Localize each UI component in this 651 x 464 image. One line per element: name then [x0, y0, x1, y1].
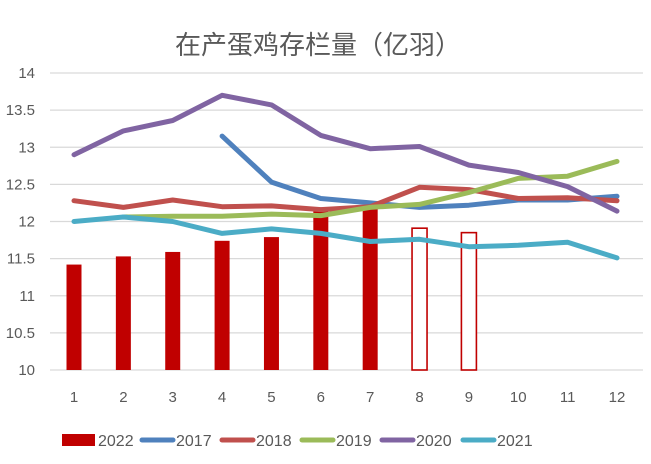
y-tick-label: 12	[18, 214, 35, 231]
y-tick-label: 14	[18, 65, 35, 82]
chart-title: 在产蛋鸡存栏量（亿羽）	[175, 30, 461, 60]
bar-2022	[115, 256, 131, 370]
x-tick-label: 8	[415, 389, 423, 406]
y-tick-label: 11.5	[7, 251, 35, 268]
x-tick-label: 4	[218, 389, 226, 406]
legend-item-2022: 2022	[62, 433, 134, 450]
line-2019	[120, 158, 620, 220]
bars-2022	[66, 207, 478, 371]
x-tick-label: 1	[70, 389, 78, 406]
legend-label: 2021	[497, 433, 533, 450]
legend-item-2019: 2019	[299, 433, 372, 450]
legend-label: 2022	[98, 433, 134, 450]
x-tick-label: 6	[317, 389, 325, 406]
x-tick-label: 10	[510, 389, 527, 406]
bar-2022-forecast	[460, 231, 478, 371]
x-tick-label: 7	[366, 389, 374, 406]
gridlines	[50, 72, 643, 371]
y-tick-label: 11	[19, 288, 35, 305]
legend-item-2021: 2021	[460, 433, 533, 450]
legend-label: 2019	[336, 433, 372, 450]
x-tick-label: 2	[119, 389, 127, 406]
bar-2022	[66, 264, 82, 370]
bar-2022	[362, 207, 378, 370]
legend: 2022 2017 2018 2019 2020 2021	[62, 433, 533, 450]
x-axis-ticks: 1 2 3 4 5 6 7 8 9 10 11 12	[70, 389, 626, 406]
legend-swatch	[62, 434, 95, 446]
bar-2022	[263, 237, 279, 370]
bar-2022-forecast	[411, 227, 428, 371]
y-tick-label: 13.5	[6, 102, 35, 119]
x-tick-label: 11	[560, 389, 576, 406]
y-tick-label: 13	[18, 139, 35, 156]
y-tick-label: 10	[18, 362, 35, 379]
y-axis-ticks: 10 10.5 11 11.5 12 12.5 13 13.5 14	[6, 65, 35, 379]
legend-item-2018: 2018	[219, 433, 292, 450]
legend-label: 2017	[176, 433, 212, 450]
bar-2022	[214, 240, 230, 370]
line-2018	[71, 184, 620, 213]
y-tick-label: 10.5	[6, 325, 35, 342]
legend-item-2017: 2017	[139, 433, 212, 450]
x-tick-label: 12	[609, 389, 626, 406]
bar-2022	[165, 251, 181, 370]
line-series	[71, 92, 620, 261]
x-tick-label: 3	[169, 389, 177, 406]
y-tick-label: 12.5	[6, 176, 35, 193]
x-tick-label: 5	[267, 389, 275, 406]
line-2021	[71, 214, 620, 261]
line-2020	[71, 92, 620, 214]
legend-label: 2020	[416, 433, 452, 450]
bar-2022	[313, 207, 329, 370]
x-tick-label: 9	[465, 389, 473, 406]
legend-label: 2018	[256, 433, 292, 450]
legend-item-2020: 2020	[379, 433, 452, 450]
